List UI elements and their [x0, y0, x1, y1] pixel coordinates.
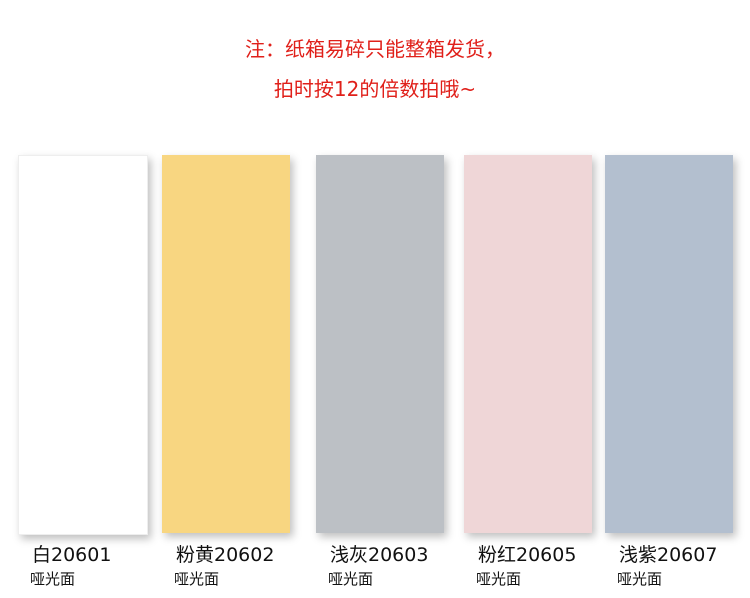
tile-name: 粉黄20602: [176, 544, 275, 566]
tile-name: 浅灰20603: [330, 544, 429, 566]
tile-name: 浅紫20607: [619, 544, 718, 566]
notice: 注：纸箱易碎只能整箱发货，: [245, 37, 505, 61]
tile-finish: 哑光面: [174, 570, 220, 588]
notice: 拍时按12的倍数拍哦~: [273, 77, 477, 101]
tile-finish: 哑光面: [476, 570, 522, 588]
tile-finish: 哑光面: [30, 570, 76, 588]
tile-name: 白20601: [32, 544, 112, 566]
tile-finish: 哑光面: [617, 570, 663, 588]
tile-swatch: [316, 155, 444, 533]
tile-swatch: [162, 155, 290, 533]
tile-swatch: [18, 155, 148, 535]
tile-name: 粉红20605: [478, 544, 577, 566]
tile-finish: 哑光面: [328, 570, 374, 588]
tile-swatch: [464, 155, 592, 533]
tile-swatch: [605, 155, 733, 533]
